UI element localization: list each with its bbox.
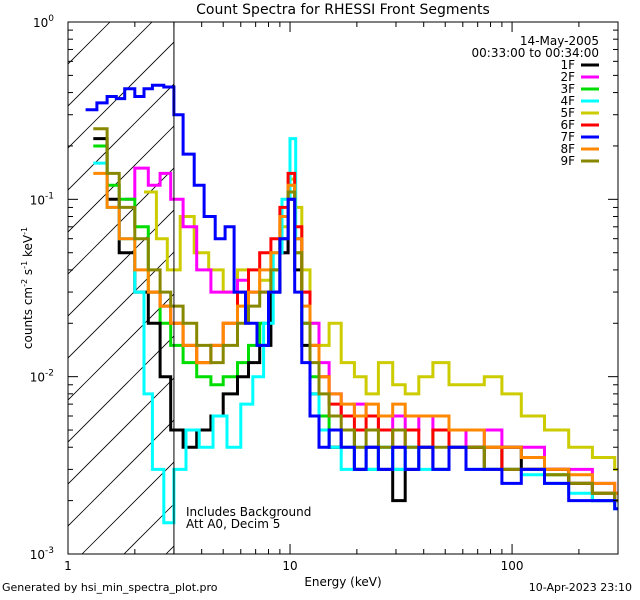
hatch-line — [68, 209, 174, 317]
x-tick-label: 100 — [501, 559, 524, 573]
y-axis-title-part: counts cm — [21, 287, 35, 349]
plot-frame — [67, 21, 619, 555]
legend-label: 8F — [560, 142, 575, 156]
observation-time-range: 00:33:00 to 00:34:00 — [472, 46, 599, 60]
y-tick-label-exponent: -1 — [45, 191, 54, 201]
series-line-6f — [148, 171, 618, 503]
note-background: Includes Background — [186, 505, 311, 519]
series-line-5f — [144, 177, 618, 471]
x-tick-label: 1 — [64, 559, 72, 573]
y-axis-title-part: -1 — [20, 227, 29, 235]
legend-label: 7F — [560, 130, 575, 144]
hatch-line — [68, 377, 174, 485]
hatch-line — [81, 461, 174, 554]
render-timestamp: 10-Apr-2023 23:10 — [528, 581, 632, 594]
chart-title: Count Spectra for RHESSI Front Segments — [196, 2, 490, 18]
y-tick-label-exponent: -2 — [45, 369, 54, 379]
hatch-line — [68, 22, 111, 65]
series-line-9f — [93, 127, 618, 503]
axis-ticks — [67, 22, 619, 555]
y-tick-label: 100 — [33, 14, 54, 30]
y-tick-label-base: 10 — [33, 16, 48, 30]
attenuator-hatch — [68, 22, 174, 554]
x-tick-label: 10 — [282, 559, 297, 573]
series-layer — [85, 83, 618, 525]
hatch-line — [68, 83, 174, 191]
series-line-8f — [93, 171, 618, 495]
y-axis-title-part: -1 — [20, 261, 29, 269]
hatch-line — [68, 335, 174, 443]
series-line-7f — [85, 83, 618, 511]
legend-label: 6F — [560, 118, 575, 132]
y-tick-label-base: 10 — [30, 371, 45, 385]
y-tick-label-base: 10 — [30, 548, 45, 562]
note-attenuator: Att A0, Decim 5 — [186, 517, 280, 531]
legend-label: 5F — [560, 106, 575, 120]
hatch-lines — [68, 22, 174, 554]
legend-label: 9F — [560, 154, 575, 168]
generator-credit: Generated by hsi_min_spectra_plot.pro — [2, 581, 218, 594]
legend-label: 4F — [560, 94, 575, 108]
hatch-line — [68, 41, 174, 149]
hatch-line — [68, 419, 174, 527]
observation-date: 14-May-2005 — [520, 34, 599, 48]
y-axis-title-part: s — [21, 269, 35, 279]
hatch-line — [68, 251, 174, 359]
y-tick-label: 10-1 — [30, 191, 54, 207]
y-axis-title-part: -2 — [20, 279, 29, 287]
y-tick-label: 10-2 — [30, 369, 54, 385]
legend-label: 2F — [560, 70, 575, 84]
y-axis-title-part: keV — [21, 234, 35, 261]
legend-label: 1F — [560, 58, 575, 72]
y-tick-label-base: 10 — [30, 193, 45, 207]
y-tick-label: 10-3 — [30, 546, 54, 562]
legend-label: 3F — [560, 82, 575, 96]
y-tick-label-exponent: -3 — [45, 546, 54, 556]
y-axis-title: counts cm-2 s-1 keV-1 — [20, 227, 35, 349]
x-axis-title: Energy (keV) — [304, 575, 381, 589]
y-tick-label-exponent: 0 — [48, 14, 54, 24]
